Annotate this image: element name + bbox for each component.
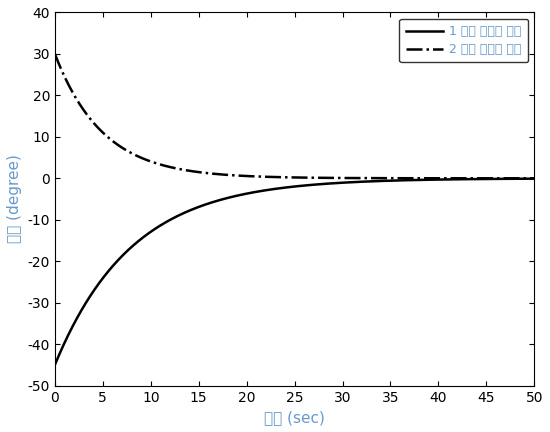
- Y-axis label: 각도 (degree): 각도 (degree): [7, 155, 22, 244]
- Legend: 1 번째 관절의 각도, 2 번째 관절의 각도: 1 번째 관절의 각도, 2 번째 관절의 각도: [399, 19, 528, 62]
- 2 번째 관절의 각도: [521, 176, 528, 181]
- X-axis label: 시간 (sec): 시간 (sec): [264, 410, 325, 425]
- 2 번째 관절의 각도: [106, 136, 113, 141]
- 1 번째 관절의 각도: [135, 239, 141, 244]
- Line: 2 번째 관절의 각도: 2 번째 관절의 각도: [55, 54, 534, 178]
- 1 번째 관절의 각도: [521, 176, 528, 181]
- 1 번째 관절의 각도: [256, 189, 263, 194]
- 2 번째 관절의 각도: [52, 51, 58, 57]
- 2 번째 관절의 각도: [531, 176, 537, 181]
- Line: 1 번째 관절의 각도: 1 번째 관절의 각도: [55, 179, 534, 365]
- 1 번째 관절의 각도: [106, 267, 113, 273]
- 1 번째 관절의 각도: [235, 193, 242, 198]
- 1 번째 관절의 각도: [470, 177, 476, 182]
- 2 번째 관절의 각도: [135, 154, 141, 159]
- 1 번째 관절의 각도: [52, 362, 58, 368]
- 2 번째 관절의 각도: [470, 176, 476, 181]
- 2 번째 관절의 각도: [256, 174, 263, 179]
- 2 번째 관절의 각도: [235, 173, 242, 178]
- 1 번째 관절의 각도: [531, 176, 537, 181]
